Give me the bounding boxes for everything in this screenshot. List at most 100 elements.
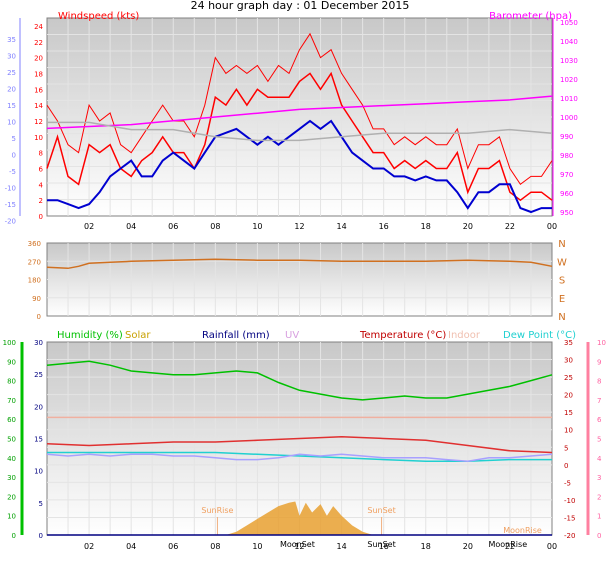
rain-y-tick: 0 bbox=[39, 532, 43, 540]
x-tick-label: 04 bbox=[126, 542, 136, 551]
humidity-label: Humidity (%) bbox=[57, 330, 123, 341]
solar-area bbox=[225, 501, 374, 535]
baro-y-tick: 1000 bbox=[560, 114, 578, 122]
x-tick-label: 12 bbox=[294, 222, 304, 231]
temp-y-tick: -15 bbox=[564, 514, 575, 522]
wind-y-tick: 2 bbox=[39, 197, 43, 205]
rain-y-tick: 10 bbox=[34, 468, 43, 476]
rain-y-tick: 5 bbox=[39, 500, 43, 508]
windchill-y-tick: 30 bbox=[7, 53, 16, 61]
wind-y-tick: 8 bbox=[39, 150, 43, 158]
direction-y-tick: 270 bbox=[28, 258, 41, 266]
humidity-y-tick: 10 bbox=[7, 513, 16, 521]
uv-label: UV bbox=[285, 330, 299, 341]
x-tick-label: 06 bbox=[168, 222, 178, 231]
baro-y-tick: 1020 bbox=[560, 76, 578, 84]
compass-label: E bbox=[559, 294, 565, 305]
temp-y-tick: 30 bbox=[564, 357, 573, 365]
wind-y-tick: 10 bbox=[34, 134, 43, 142]
uv-y-tick: 6 bbox=[597, 416, 602, 424]
x-tick-label: 20 bbox=[463, 542, 473, 551]
wind-y-tick: 14 bbox=[34, 102, 43, 110]
humidity-y-tick: 70 bbox=[7, 397, 16, 405]
compass-label: N bbox=[558, 239, 565, 250]
temp-y-tick: -5 bbox=[564, 479, 571, 487]
barometer-label: Barometer (hpa) bbox=[489, 11, 572, 22]
windchill-y-tick: 5 bbox=[12, 135, 16, 143]
x-tick-label: 02 bbox=[84, 542, 94, 551]
x-tick-label: 22 bbox=[505, 222, 515, 231]
temperature-label: Temperature (°C) bbox=[359, 330, 446, 341]
wind-y-tick: 6 bbox=[39, 165, 44, 173]
axis-labels: Windspeed (kts) Barometer (hpa)2422201816… bbox=[3, 11, 606, 551]
uv-y-tick: 3 bbox=[597, 474, 601, 482]
barometer-hpa-line bbox=[46, 95, 553, 130]
x-tick-label: 16 bbox=[379, 222, 389, 231]
humidity-y-tick: 30 bbox=[7, 474, 16, 482]
windchill-y-tick: 35 bbox=[7, 36, 16, 44]
direction-y-tick: 0 bbox=[37, 313, 41, 321]
temperature-c-line bbox=[46, 435, 553, 454]
temp-y-tick: 15 bbox=[564, 409, 573, 417]
compass-label: W bbox=[557, 257, 567, 268]
average-kts-line bbox=[47, 119, 552, 214]
temp-y-tick: 25 bbox=[564, 374, 573, 382]
x-tick-label: 14 bbox=[336, 542, 346, 551]
humidity-y-tick: 0 bbox=[12, 532, 16, 540]
baro-y-tick: 970 bbox=[560, 171, 573, 179]
wind-y-tick: 22 bbox=[34, 39, 43, 47]
temp-y-tick: 5 bbox=[564, 444, 568, 452]
windchill-y-tick: 10 bbox=[7, 119, 16, 127]
humidity-y-tick: 50 bbox=[7, 436, 16, 444]
baro-y-tick: 1010 bbox=[560, 95, 578, 103]
windchill-y-tick: 20 bbox=[7, 86, 16, 94]
wind-y-tick: 24 bbox=[34, 23, 43, 31]
rain-y-tick: 15 bbox=[34, 436, 43, 444]
wind-chill-line bbox=[47, 121, 553, 142]
windspeed-label: Windspeed (kts) bbox=[58, 11, 139, 22]
compass-label: S bbox=[559, 276, 565, 287]
baro-y-tick: 990 bbox=[560, 133, 573, 141]
uv-y-tick: 4 bbox=[597, 455, 602, 463]
rainfall-label: Rainfall (mm) bbox=[202, 330, 270, 341]
x-tick-label: 00 bbox=[547, 222, 557, 231]
baro-y-tick: 960 bbox=[560, 190, 573, 198]
windchill-y-tick: 0 bbox=[12, 152, 16, 160]
wind-y-tick: 12 bbox=[34, 118, 43, 126]
x-tick-label: 08 bbox=[210, 542, 220, 551]
feels-like-line bbox=[46, 453, 553, 463]
wind-y-tick: 18 bbox=[34, 70, 43, 78]
wind-y-tick: 20 bbox=[34, 55, 43, 63]
humidity-y-tick: 60 bbox=[7, 416, 16, 424]
wind-y-tick: 16 bbox=[34, 86, 43, 94]
x-tick-label: 22 bbox=[505, 542, 515, 551]
uv-y-tick: 7 bbox=[597, 397, 601, 405]
windchill-y-tick: -5 bbox=[9, 168, 16, 176]
humidity-y-tick: 80 bbox=[7, 378, 16, 386]
wind-y-tick: 0 bbox=[39, 213, 43, 221]
x-tick-label: 08 bbox=[210, 222, 220, 231]
windchill-y-tick: 15 bbox=[7, 102, 16, 110]
windspeed-kts-line bbox=[46, 71, 553, 202]
rain-y-tick: 30 bbox=[34, 339, 43, 347]
uv-y-tick: 2 bbox=[597, 493, 601, 501]
gust-kts-line bbox=[46, 32, 553, 186]
x-tick-label: 06 bbox=[168, 542, 178, 551]
temp-y-tick: 35 bbox=[564, 339, 573, 347]
x-tick-label: 04 bbox=[126, 222, 136, 231]
humidity-y-tick: 20 bbox=[7, 493, 16, 501]
windchill-y-tick: -10 bbox=[5, 185, 16, 193]
wind-y-tick: 4 bbox=[39, 181, 44, 189]
x-tick-label: 20 bbox=[463, 222, 473, 231]
windchill-y-tick: -15 bbox=[5, 201, 16, 209]
temp-y-tick: -10 bbox=[564, 497, 575, 505]
uv-y-tick: 10 bbox=[597, 339, 606, 347]
temp-y-tick: 10 bbox=[564, 427, 573, 435]
temp-y-tick: -20 bbox=[564, 532, 575, 540]
uv-y-tick: 1 bbox=[597, 513, 601, 521]
astro-label: SunRise bbox=[201, 506, 233, 515]
baro-y-tick: 980 bbox=[560, 152, 573, 160]
windchill-y-tick: 25 bbox=[7, 69, 16, 77]
x-tick-label: 18 bbox=[421, 222, 431, 231]
